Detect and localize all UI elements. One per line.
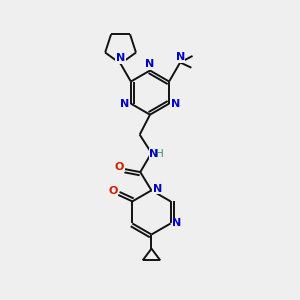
Text: O: O: [108, 186, 118, 197]
Text: N: N: [120, 99, 129, 109]
Text: N: N: [153, 184, 162, 194]
Text: N: N: [116, 53, 125, 63]
Text: H: H: [156, 148, 164, 158]
Text: N: N: [172, 218, 182, 229]
Text: N: N: [146, 59, 154, 69]
Text: N: N: [176, 52, 185, 62]
Text: O: O: [115, 162, 124, 172]
Text: N: N: [149, 148, 158, 158]
Text: N: N: [171, 99, 180, 109]
